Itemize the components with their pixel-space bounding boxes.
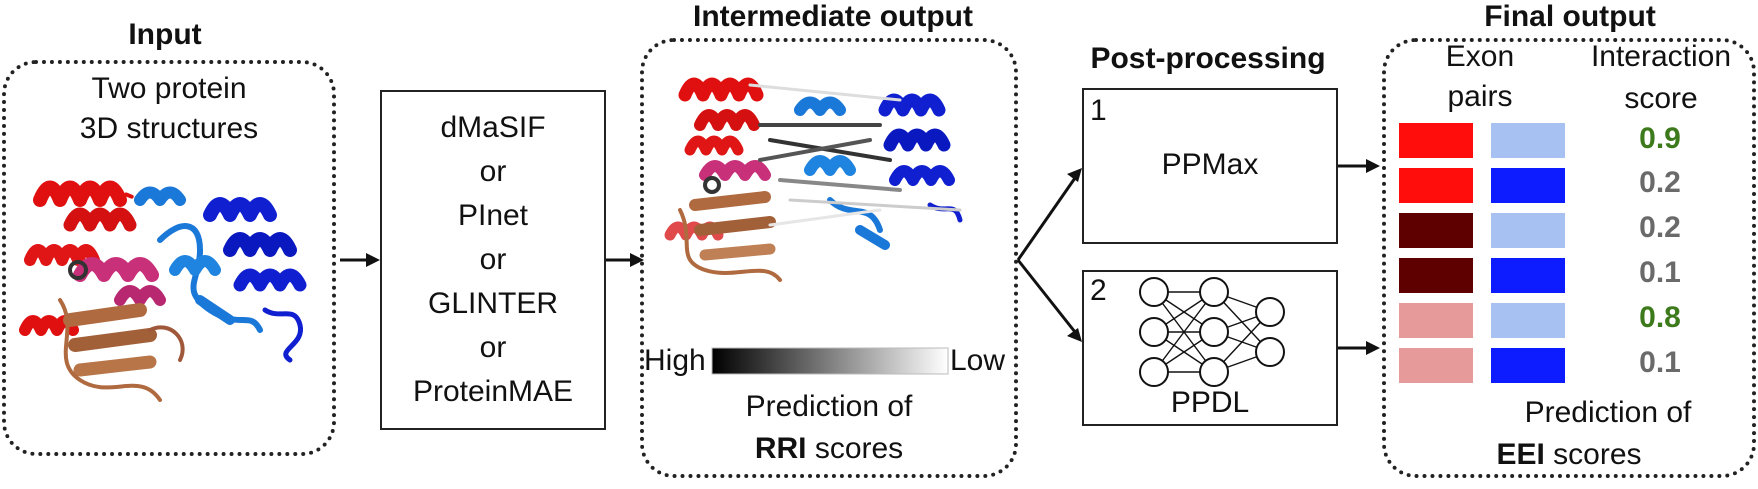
methods-box: dMaSIF or PInet or GLINTER or ProteinMAE bbox=[380, 90, 606, 430]
method-glinter: GLINTER bbox=[427, 286, 559, 320]
postprocessing-title: Post-processing bbox=[1090, 42, 1326, 75]
method-pinet: PInet bbox=[457, 198, 529, 232]
intermediate-title: Intermediate output bbox=[692, 0, 973, 33]
final-title: Final output bbox=[1484, 0, 1656, 33]
input-line-1: Two protein bbox=[91, 72, 247, 105]
ppmax-number: 1 bbox=[1090, 94, 1107, 127]
eei-caption-line-2: EEI scores bbox=[1382, 438, 1756, 473]
col-score-line-2: score bbox=[1624, 82, 1698, 115]
rri-gradient-bar bbox=[711, 347, 949, 375]
exon-swatch-left bbox=[1399, 213, 1473, 248]
method-dmasif: dMaSIF bbox=[440, 110, 546, 144]
final-panel bbox=[1382, 38, 1756, 478]
intermediate-panel bbox=[640, 38, 1018, 478]
exon-swatch-left bbox=[1399, 123, 1473, 158]
col-exon-line-1: Exon bbox=[1445, 40, 1515, 73]
scale-high-label: High bbox=[644, 344, 706, 377]
ppmax-label: PPMax bbox=[1161, 148, 1259, 181]
exon-swatch-right bbox=[1491, 213, 1565, 248]
method-or-1: or bbox=[479, 154, 507, 188]
eei-caption-rest: scores bbox=[1544, 438, 1642, 471]
input-title: Input bbox=[128, 18, 202, 51]
exon-swatch-left bbox=[1399, 258, 1473, 293]
exon-swatch-right bbox=[1491, 303, 1565, 338]
interaction-score: 0.2 bbox=[1639, 166, 1681, 199]
col-exon-line-2: pairs bbox=[1447, 80, 1513, 113]
rri-caption-line-1: Prediction of bbox=[745, 390, 913, 423]
exon-swatch-left bbox=[1399, 348, 1473, 383]
ppdl-label: PPDL bbox=[1170, 386, 1250, 419]
input-line-2: 3D structures bbox=[79, 112, 259, 145]
exon-swatch-right bbox=[1491, 168, 1565, 203]
interaction-score: 0.1 bbox=[1639, 346, 1681, 379]
exon-swatch-left bbox=[1399, 168, 1473, 203]
method-proteinmae: ProteinMAE bbox=[412, 374, 574, 408]
col-score-line-1: Interaction bbox=[1590, 40, 1732, 73]
rri-caption-bold: RRI bbox=[754, 432, 807, 465]
exon-swatch-right bbox=[1491, 348, 1565, 383]
ppmax-box bbox=[1082, 88, 1338, 244]
method-or-2: or bbox=[479, 242, 507, 276]
method-or-3: or bbox=[479, 330, 507, 364]
exon-swatch-right bbox=[1491, 258, 1565, 293]
exon-swatch-left bbox=[1399, 303, 1473, 338]
interaction-score: 0.2 bbox=[1639, 211, 1681, 244]
eei-caption-line-1: Prediction of bbox=[1524, 396, 1692, 429]
interaction-score: 0.9 bbox=[1639, 122, 1681, 155]
exon-swatch-right bbox=[1491, 123, 1565, 158]
rri-caption-line-2: RRI scores bbox=[640, 432, 1018, 467]
interaction-score: 0.8 bbox=[1639, 301, 1681, 334]
interaction-score: 0.1 bbox=[1639, 256, 1681, 289]
ppdl-number: 2 bbox=[1090, 274, 1107, 307]
rri-caption-rest: scores bbox=[806, 432, 904, 465]
eei-caption-bold: EEI bbox=[1496, 438, 1545, 471]
scale-low-label: Low bbox=[950, 344, 1006, 377]
input-panel bbox=[2, 60, 336, 456]
